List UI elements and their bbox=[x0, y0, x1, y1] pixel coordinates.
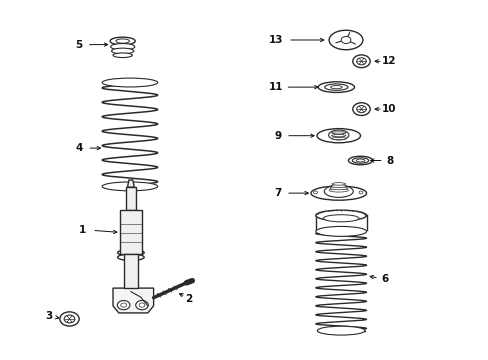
Ellipse shape bbox=[117, 254, 144, 260]
Circle shape bbox=[341, 36, 350, 44]
Text: 6: 6 bbox=[380, 274, 387, 284]
Text: 9: 9 bbox=[274, 131, 281, 141]
Circle shape bbox=[352, 103, 369, 116]
Circle shape bbox=[139, 303, 144, 307]
Polygon shape bbox=[113, 288, 153, 313]
Ellipse shape bbox=[330, 86, 342, 89]
Polygon shape bbox=[127, 180, 134, 187]
Ellipse shape bbox=[328, 130, 348, 140]
Ellipse shape bbox=[328, 30, 362, 50]
Ellipse shape bbox=[351, 158, 368, 163]
Ellipse shape bbox=[310, 186, 366, 200]
FancyBboxPatch shape bbox=[123, 255, 138, 288]
Circle shape bbox=[352, 55, 369, 68]
Circle shape bbox=[121, 303, 126, 307]
Ellipse shape bbox=[331, 135, 346, 137]
Ellipse shape bbox=[324, 84, 347, 90]
Ellipse shape bbox=[331, 138, 346, 140]
Circle shape bbox=[60, 312, 79, 326]
Ellipse shape bbox=[324, 185, 352, 197]
Circle shape bbox=[64, 315, 75, 323]
Text: 5: 5 bbox=[75, 40, 82, 50]
Text: 8: 8 bbox=[385, 156, 392, 166]
Ellipse shape bbox=[330, 185, 346, 188]
Circle shape bbox=[358, 191, 362, 194]
Ellipse shape bbox=[331, 132, 346, 134]
Ellipse shape bbox=[110, 37, 135, 45]
Ellipse shape bbox=[102, 182, 158, 191]
Ellipse shape bbox=[117, 249, 144, 256]
Circle shape bbox=[117, 301, 130, 310]
Ellipse shape bbox=[315, 226, 366, 237]
Circle shape bbox=[313, 191, 317, 194]
Ellipse shape bbox=[102, 78, 158, 87]
Text: 12: 12 bbox=[382, 56, 396, 66]
FancyBboxPatch shape bbox=[126, 187, 136, 210]
Circle shape bbox=[356, 105, 366, 113]
Ellipse shape bbox=[116, 39, 129, 43]
Ellipse shape bbox=[316, 129, 360, 143]
FancyBboxPatch shape bbox=[120, 210, 141, 255]
Circle shape bbox=[356, 58, 366, 65]
Text: 4: 4 bbox=[75, 143, 82, 153]
Ellipse shape bbox=[329, 186, 347, 190]
Text: 7: 7 bbox=[274, 188, 282, 198]
Ellipse shape bbox=[331, 183, 345, 185]
Ellipse shape bbox=[355, 159, 364, 162]
Text: 1: 1 bbox=[79, 225, 86, 235]
Circle shape bbox=[136, 301, 148, 310]
Ellipse shape bbox=[110, 44, 135, 50]
Text: 2: 2 bbox=[185, 294, 192, 304]
Text: 11: 11 bbox=[268, 82, 283, 92]
Text: 3: 3 bbox=[45, 311, 53, 321]
Ellipse shape bbox=[111, 48, 134, 54]
Ellipse shape bbox=[315, 210, 366, 221]
Ellipse shape bbox=[333, 132, 343, 138]
Ellipse shape bbox=[348, 156, 372, 165]
Text: 10: 10 bbox=[382, 104, 396, 114]
Ellipse shape bbox=[323, 215, 358, 222]
Ellipse shape bbox=[113, 53, 132, 58]
Ellipse shape bbox=[317, 326, 365, 335]
Ellipse shape bbox=[318, 82, 354, 93]
Ellipse shape bbox=[328, 189, 348, 192]
Text: 13: 13 bbox=[268, 35, 283, 45]
